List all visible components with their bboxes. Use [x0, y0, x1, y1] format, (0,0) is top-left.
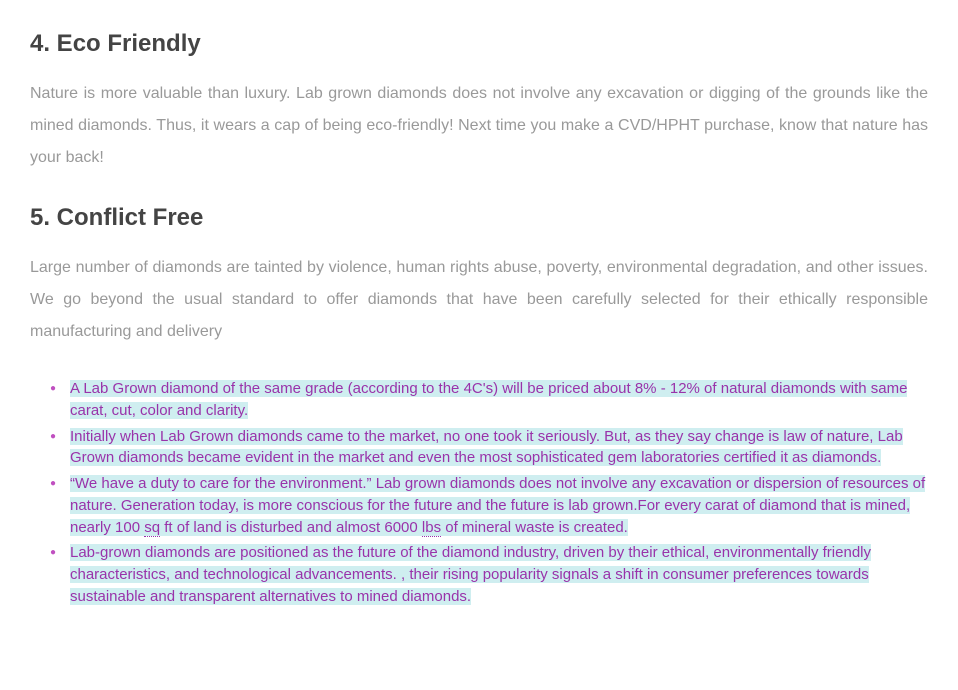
list-item: A Lab Grown diamond of the same grade (a… [70, 378, 928, 422]
section-heading-eco: 4. Eco Friendly [30, 30, 928, 58]
section-paragraph-conflict: Large number of diamonds are tainted by … [30, 252, 928, 348]
section-heading-conflict: 5. Conflict Free [30, 204, 928, 232]
bullet-list: A Lab Grown diamond of the same grade (a… [30, 378, 928, 608]
section-paragraph-eco: Nature is more valuable than luxury. Lab… [30, 78, 928, 174]
bullet-text: A Lab Grown diamond of the same grade (a… [70, 380, 907, 419]
bullet-text: Initially when Lab Grown diamonds came t… [70, 428, 903, 467]
bullet-text: Lab-grown diamonds are positioned as the… [70, 544, 871, 605]
list-item: “We have a duty to care for the environm… [70, 473, 928, 538]
bullet-text: “We have a duty to care for the environm… [70, 475, 925, 536]
list-item: Lab-grown diamonds are positioned as the… [70, 542, 928, 607]
list-item: Initially when Lab Grown diamonds came t… [70, 426, 928, 470]
